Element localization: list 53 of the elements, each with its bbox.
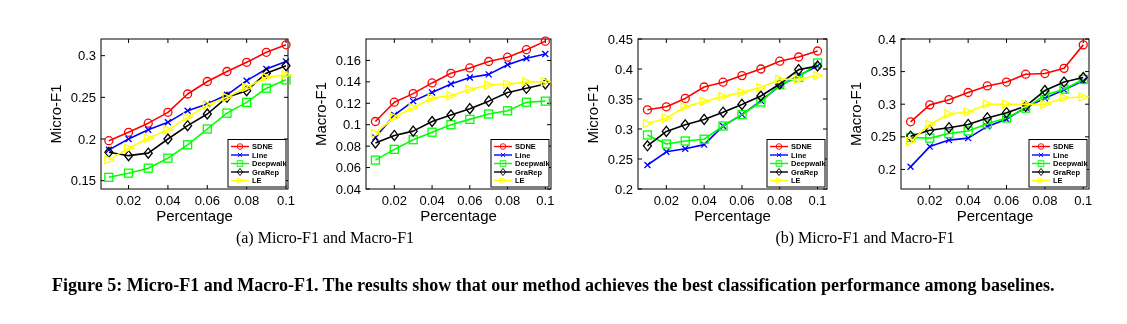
y-tick-label: 0.4 <box>614 61 633 77</box>
x-tick-label: 0.02 <box>917 193 943 208</box>
y-tick-label: 0.4 <box>877 31 896 47</box>
y-tick-label: 0.25 <box>870 129 896 145</box>
x-tick-label: 0.08 <box>767 193 793 208</box>
y-axis-title: Macro-F1 <box>312 81 329 147</box>
x-tick-label: 0.06 <box>729 193 755 208</box>
x-tick-label: 0.04 <box>419 193 445 208</box>
y-tick-label: 0.3 <box>77 48 96 64</box>
y-tick-label: 0.04 <box>335 181 361 197</box>
text: (b) Micro-F1 and Macro-F1 <box>775 229 955 247</box>
y-tick-label: 0.2 <box>877 161 896 177</box>
y-tick-label: 0.1 <box>342 117 361 133</box>
x-tick-label: 0.02 <box>115 193 142 208</box>
x-tick-label: 0.06 <box>457 193 483 208</box>
x-tick-label: 0.04 <box>155 193 181 208</box>
y-tick-label: 0.3 <box>614 121 633 137</box>
y-tick-label: 0.15 <box>70 173 96 189</box>
x-axis-title: Percentage <box>694 207 771 224</box>
x-axis-title: Percentage <box>156 207 233 224</box>
x-tick-label: 0.08 <box>1032 193 1058 208</box>
x-tick-label: 0.06 <box>194 193 220 208</box>
y-tick-label: 0.14 <box>335 74 361 90</box>
y-tick-label: 0.35 <box>870 64 896 80</box>
x-tick-label: 0.1 <box>276 193 296 208</box>
x-tick-label: 0.06 <box>993 193 1020 208</box>
x-tick-label: 0.1 <box>536 193 555 208</box>
x-tick-label: 0.04 <box>955 193 981 208</box>
y-tick-label: 0.25 <box>607 151 633 167</box>
y-tick-label: 0.2 <box>614 181 633 197</box>
text: (a) Micro-F1 and Macro-F1 <box>235 229 415 247</box>
x-tick-label: 0.02 <box>653 193 680 208</box>
y-tick-label: 0.06 <box>335 160 361 176</box>
y-tick-label: 0.25 <box>70 89 96 105</box>
y-tick-label: 0.35 <box>607 91 633 107</box>
caption: Figure 5: Micro-F1 and Macro-F1. The results show that our method achieves the best classification performance among baselines. <box>52 275 1055 295</box>
x-tick-label: 0.08 <box>234 193 260 208</box>
x-axis-title: Percentage <box>956 207 1034 224</box>
y-tick-label: 0.45 <box>607 31 633 47</box>
y-tick-label: 0.08 <box>335 138 361 154</box>
x-axis-title: Percentage <box>420 207 497 224</box>
x-tick-label: 0.1 <box>1074 193 1093 208</box>
y-axis-title: Macro-F1 <box>847 81 864 147</box>
x-tick-label: 0.08 <box>494 193 521 208</box>
y-tick-label: 0.12 <box>335 95 361 111</box>
y-axis-title: Micro-F1 <box>47 84 64 144</box>
y-tick-label: 0.2 <box>77 131 96 147</box>
y-tick-label: 0.3 <box>877 96 896 112</box>
y-axis-title: Micro-F1 <box>584 84 601 144</box>
x-tick-label: 0.04 <box>691 193 717 208</box>
y-tick-label: 0.16 <box>335 52 361 68</box>
x-tick-label: 0.02 <box>381 193 407 208</box>
x-tick-label: 0.1 <box>808 193 827 208</box>
